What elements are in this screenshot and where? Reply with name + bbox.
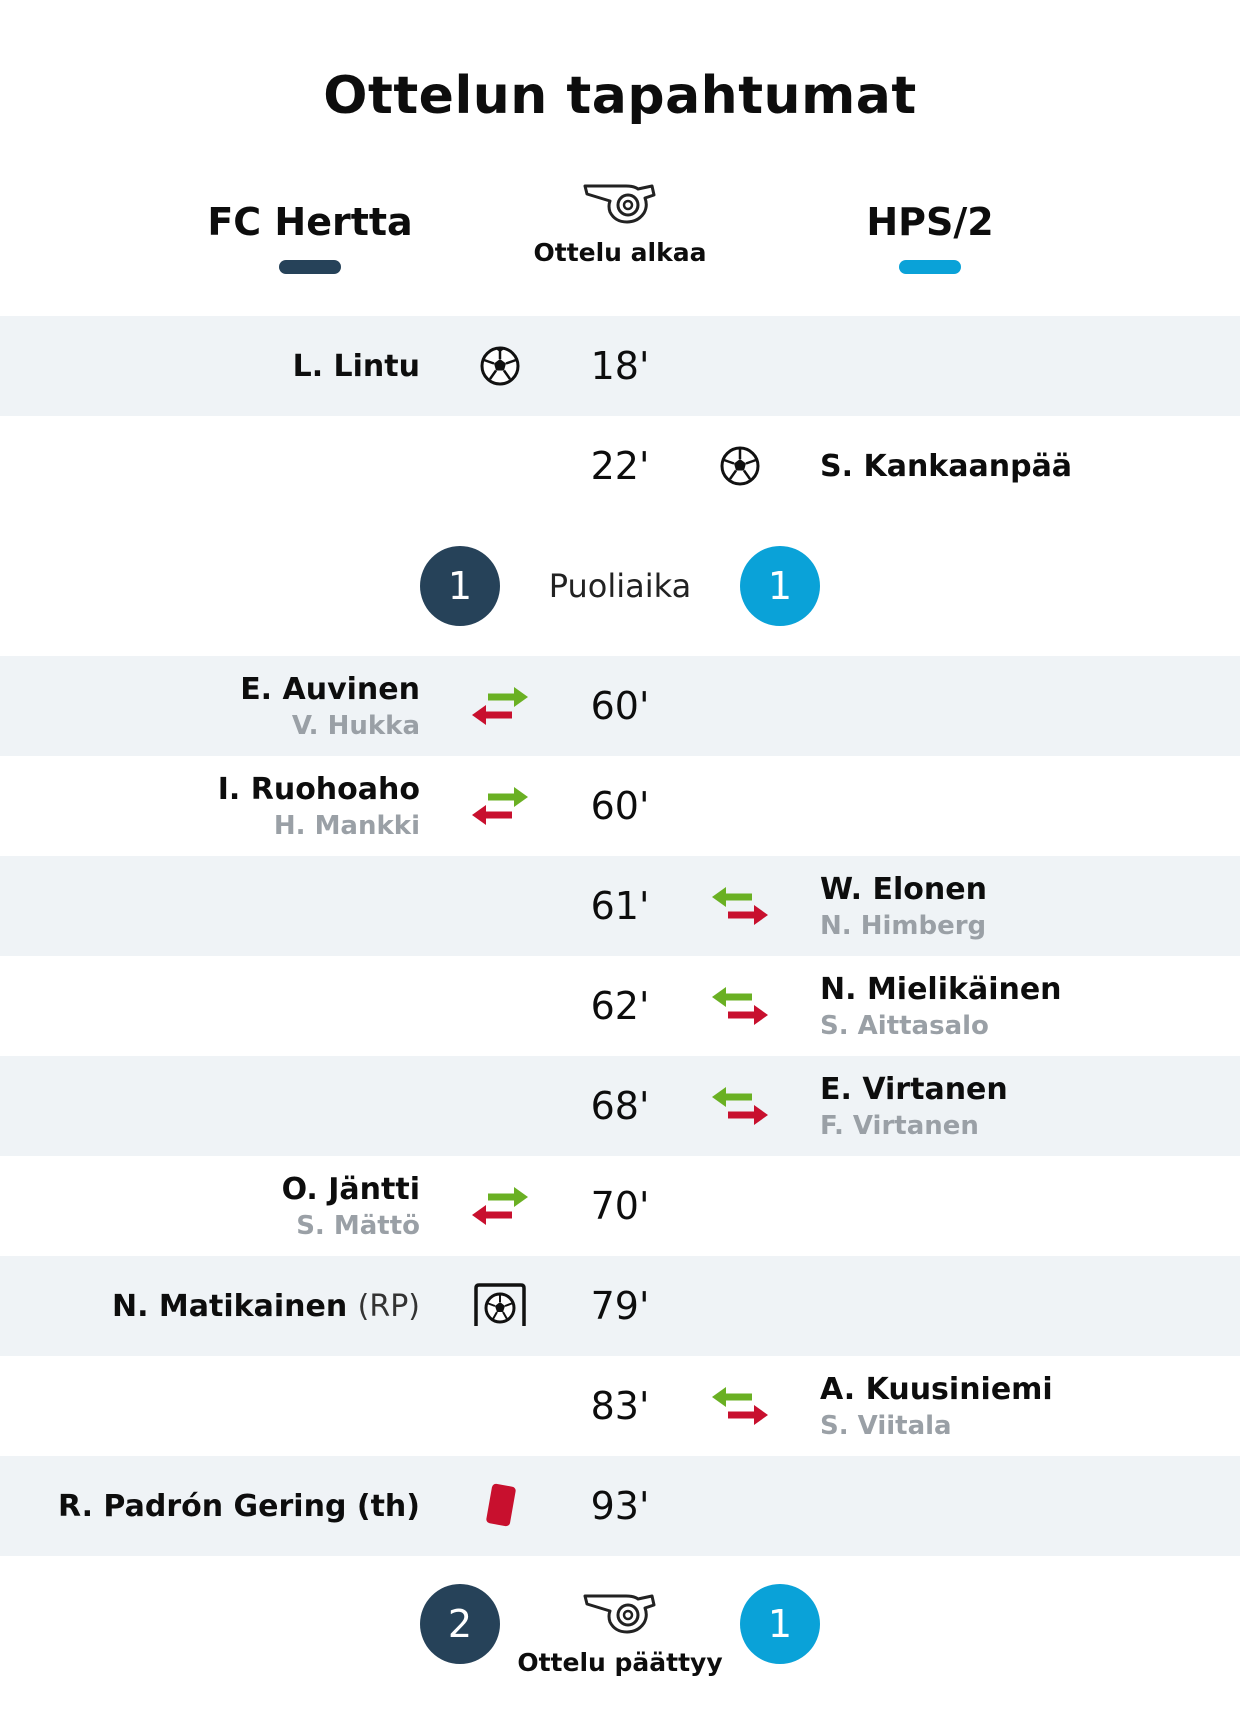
event-player: L. Lintu (292, 348, 420, 384)
match-end: Ottelu päättyy (470, 1590, 770, 1677)
substitution-icon (710, 1376, 770, 1436)
event-player-in: N. Mielikäinen (820, 971, 1062, 1007)
event-minute: 60' (590, 784, 650, 828)
event-player-in: E. Auvinen (240, 671, 420, 707)
event-row: 62' N. Mielikäinen S. Aittasalo (0, 956, 1240, 1056)
event-player-out: F. Virtanen (820, 1110, 979, 1141)
event-minute: 18' (590, 344, 650, 388)
event-away-names: E. Virtanen F. Virtanen (820, 1056, 1220, 1156)
event-tag: (RP) (357, 1288, 420, 1324)
match-start: Ottelu alkaa (470, 180, 770, 267)
halftime-label: Puoliaika (548, 567, 692, 605)
substitution-icon (470, 776, 530, 836)
halftime-home-score: 1 (420, 546, 500, 626)
event-row: O. Jäntti S. Mättö 70' (0, 1156, 1240, 1256)
event-player: S. Kankaanpää (820, 448, 1073, 484)
event-home-names: L. Lintu (20, 316, 420, 416)
team-away-color-bar (899, 260, 961, 274)
match-end-label: Ottelu päättyy (517, 1648, 723, 1677)
event-row: N. Matikainen (RP) 79' (0, 1256, 1240, 1356)
red-card-icon (470, 1476, 530, 1536)
halftime-row: 1 Puoliaika 1 (0, 516, 1240, 656)
event-minute: 22' (590, 444, 650, 488)
event-home-names: O. Jäntti S. Mättö (20, 1156, 420, 1256)
final-away-score: 1 (740, 1584, 820, 1664)
event-player: N. Matikainen (111, 1288, 348, 1324)
team-away: HPS/2 (780, 200, 1080, 274)
event-row: 61' W. Elonen N. Himberg (0, 856, 1240, 956)
event-home-names: N. Matikainen (RP) (20, 1256, 420, 1356)
event-player-wrap: N. Matikainen (RP) (112, 1289, 420, 1324)
match-start-label: Ottelu alkaa (533, 238, 707, 267)
event-away-names: S. Kankaanpää (820, 416, 1220, 516)
event-player-in: I. Ruohoaho (217, 771, 420, 807)
event-away-names: N. Mielikäinen S. Aittasalo (820, 956, 1220, 1056)
event-home-names: E. Auvinen V. Hukka (20, 656, 420, 756)
final-home-score: 2 (420, 1584, 500, 1664)
event-away-names: A. Kuusiniemi S. Viitala (820, 1356, 1220, 1456)
event-minute: 68' (590, 1084, 650, 1128)
event-player-in: A. Kuusiniemi (820, 1371, 1053, 1407)
event-minute: 93' (590, 1484, 650, 1528)
event-minute: 70' (590, 1184, 650, 1228)
team-home: FC Hertta (160, 200, 460, 274)
page-title: Ottelun tapahtumat (323, 66, 917, 126)
substitution-icon (470, 1176, 530, 1236)
event-player-out: S. Aittasalo (820, 1010, 989, 1041)
team-home-color-bar (279, 260, 341, 274)
event-minute: 83' (590, 1384, 650, 1428)
event-home-names: I. Ruohoaho H. Mankki (20, 756, 420, 856)
event-minute: 61' (590, 884, 650, 928)
event-player-out: V. Hukka (291, 710, 420, 741)
penalty-goal-icon (470, 1276, 530, 1336)
event-player-in: O. Jäntti (281, 1171, 420, 1207)
whistle-icon (583, 1594, 656, 1634)
event-minute: 79' (590, 1284, 650, 1328)
event-player-out: H. Mankki (273, 810, 420, 841)
event-row: L. Lintu 18' (0, 316, 1240, 416)
substitution-icon (710, 976, 770, 1036)
whistle-icon (583, 184, 656, 224)
halftime-away-score: 1 (740, 546, 820, 626)
event-row: I. Ruohoaho H. Mankki 60' (0, 756, 1240, 856)
substitution-icon (710, 876, 770, 936)
event-row: 22' S. Kankaanpää (0, 416, 1240, 516)
event-minute: 60' (590, 684, 650, 728)
event-list: L. Lintu 18' 22' S. Kankaanpää 1 (0, 316, 1240, 1556)
event-player-in: W. Elonen (820, 871, 987, 907)
event-player: R. Padrón Gering (th) (57, 1488, 420, 1524)
event-away-names: W. Elonen N. Himberg (820, 856, 1220, 956)
event-row: E. Auvinen V. Hukka 60' (0, 656, 1240, 756)
event-player-in: E. Virtanen (820, 1071, 1008, 1107)
soccer-ball-icon (470, 336, 530, 396)
event-row: 68' E. Virtanen F. Virtanen (0, 1056, 1240, 1156)
event-row: 83' A. Kuusiniemi S. Viitala (0, 1356, 1240, 1456)
event-player-out: S. Viitala (820, 1410, 952, 1441)
substitution-icon (470, 676, 530, 736)
team-home-name: FC Hertta (207, 200, 413, 244)
event-row: R. Padrón Gering (th) 93' (0, 1456, 1240, 1556)
event-minute: 62' (590, 984, 650, 1028)
event-home-names: R. Padrón Gering (th) (20, 1456, 420, 1556)
event-player-out: N. Himberg (820, 910, 987, 941)
soccer-ball-icon (710, 436, 770, 496)
event-player-out: S. Mättö (296, 1210, 420, 1241)
substitution-icon (710, 1076, 770, 1136)
team-away-name: HPS/2 (866, 200, 994, 244)
